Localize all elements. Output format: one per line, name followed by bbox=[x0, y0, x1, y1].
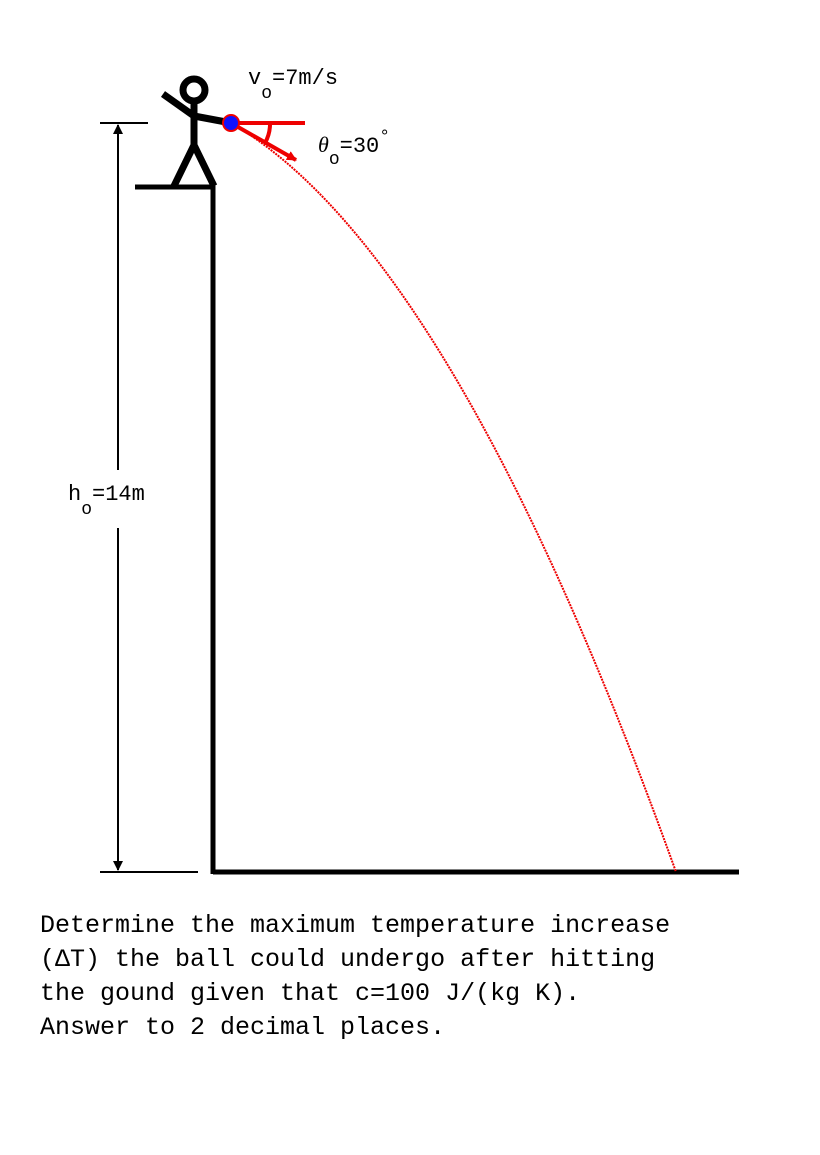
problem-line: the gound given that c=100 J/(kg K). bbox=[40, 979, 580, 1008]
problem-text: Determine the maximum temperature increa… bbox=[40, 911, 670, 1042]
problem-line: Answer to 2 decimal places. bbox=[40, 1013, 445, 1042]
height-label: ho=14m bbox=[68, 482, 145, 520]
trajectory bbox=[230, 122, 677, 873]
height-dimension bbox=[100, 122, 198, 873]
velocity-vector bbox=[230, 121, 305, 162]
velocity-label: vo=7m/s bbox=[248, 66, 338, 104]
problem-line: (ΔT) the ball could undergo after hittin… bbox=[40, 945, 655, 974]
stick-figure bbox=[160, 75, 227, 188]
problem-line: Determine the maximum temperature increa… bbox=[40, 911, 670, 940]
ball bbox=[222, 114, 240, 132]
angle-label: θo=30° bbox=[318, 128, 390, 170]
cliff bbox=[135, 184, 739, 875]
